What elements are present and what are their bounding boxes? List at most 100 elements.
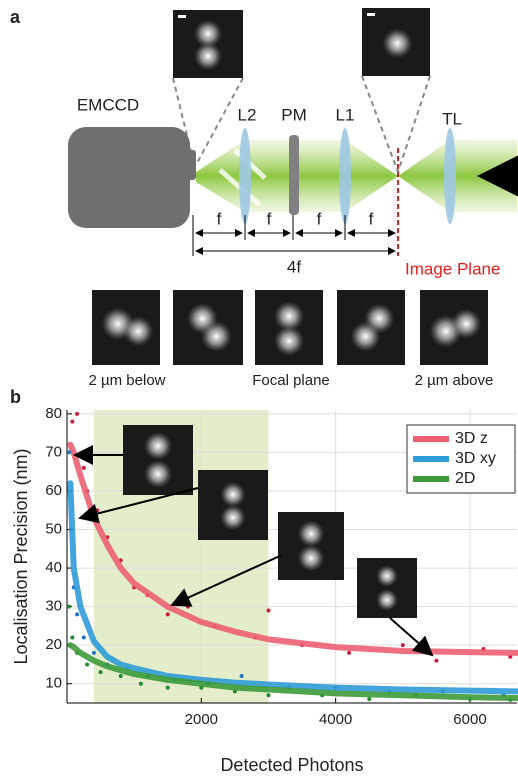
camera-label: EMCCD [77, 95, 139, 114]
psf-spot [274, 326, 304, 356]
lens-label: L1 [336, 105, 355, 124]
lens-label: TL [442, 109, 462, 128]
psf-image [420, 290, 488, 365]
data-point [95, 508, 100, 513]
data-point [367, 697, 372, 702]
psf-spot [382, 28, 413, 59]
data-point [239, 674, 244, 679]
legend-label: 3D z [455, 430, 488, 447]
psf-spot [144, 460, 172, 488]
inset-arrow [78, 487, 199, 524]
data-point [165, 685, 170, 690]
scale-bar [178, 15, 186, 18]
psf-spot [297, 520, 325, 547]
psf-spot [376, 589, 398, 611]
psf-spot [220, 504, 246, 531]
psf-image [173, 290, 243, 365]
psf-spot [297, 545, 325, 572]
psf-spot [451, 308, 482, 339]
psf-image [255, 290, 323, 365]
psf-image [173, 10, 243, 78]
phase-mask [289, 135, 299, 215]
focal-label: f [217, 209, 222, 228]
psf-spot [194, 19, 222, 48]
fit-line [67, 642, 518, 701]
data-point [118, 674, 123, 679]
image-plane-label: Image Plane [405, 259, 500, 278]
psf-spot [274, 301, 304, 332]
psf-spot [201, 321, 232, 352]
caption: 2 µm above [415, 372, 494, 389]
inset-arrow [389, 617, 434, 657]
beam [196, 140, 517, 212]
data-point [347, 650, 352, 655]
projection-lines [172, 75, 431, 173]
y-tick-label: 40 [45, 559, 62, 576]
y-tick-label: 20 [45, 636, 62, 653]
data-point [98, 670, 103, 675]
panel-label: a [10, 7, 21, 27]
data-point [400, 643, 405, 648]
psf-image [362, 8, 430, 76]
span-label: 4f [287, 257, 301, 276]
data-point [266, 608, 271, 613]
scale-bar [367, 13, 375, 16]
y-axis-label: Localisation Precision (nm) [11, 448, 31, 664]
x-tick-label: 4000 [319, 711, 352, 728]
psf-image [337, 290, 405, 365]
data-point [70, 635, 75, 640]
legend-label: 3D xy [455, 450, 496, 467]
psf-image [278, 512, 344, 580]
chart: b 10 20 30 40 50 60 70 80 2000 4000 6000 Detected Ph… [10, 387, 518, 775]
psf-spot [220, 481, 246, 508]
y-tick-label: 50 [45, 520, 62, 537]
data-point [75, 411, 80, 416]
data-point [81, 635, 86, 640]
y-tick-label: 10 [45, 675, 62, 692]
psf-image [357, 558, 417, 618]
focal-label: f [369, 209, 374, 228]
psf-images [92, 8, 488, 365]
focal-label: f [317, 209, 322, 228]
legend: 3D z 3D xy 2D [406, 424, 516, 494]
x-axis-label: Detected Photons [220, 755, 363, 775]
camera [68, 127, 190, 228]
data-point [81, 465, 86, 470]
caption: 2 µm below [88, 372, 165, 389]
data-point [67, 604, 72, 609]
y-tick-label: 70 [45, 443, 62, 460]
psf-spot [144, 432, 172, 460]
camera-port [183, 150, 196, 180]
data-point [85, 662, 90, 667]
inset-arrow [170, 554, 283, 607]
psf-image [198, 470, 268, 540]
lens-label: L2 [238, 105, 257, 124]
data-point [185, 604, 190, 609]
data-point [70, 419, 75, 424]
x-tick-label: 2000 [185, 711, 218, 728]
data-point [434, 658, 439, 663]
psf-spot [194, 42, 222, 71]
y-tick-label: 60 [45, 482, 62, 499]
panel-a: a EMCCD L2 PM L1 TL Image Plane f f f f … [10, 7, 518, 389]
y-tick-label: 80 [45, 405, 62, 422]
psf-spot [123, 316, 154, 347]
data-point [75, 612, 80, 617]
lens [239, 128, 251, 224]
psf-image [92, 290, 160, 365]
legend-label: 2D [455, 470, 475, 487]
fit-line [67, 441, 518, 656]
lens [444, 128, 456, 224]
data-point [165, 612, 170, 617]
psf-spot [350, 321, 381, 352]
fit-line [67, 480, 518, 695]
psf-image [123, 425, 193, 495]
panel-label: b [10, 387, 21, 407]
y-tick-label: 30 [45, 598, 62, 615]
lens-label: PM [281, 105, 307, 124]
dimension-lines [192, 215, 396, 256]
lens [339, 128, 351, 224]
focal-label: f [267, 209, 272, 228]
x-tick-label: 6000 [453, 711, 486, 728]
